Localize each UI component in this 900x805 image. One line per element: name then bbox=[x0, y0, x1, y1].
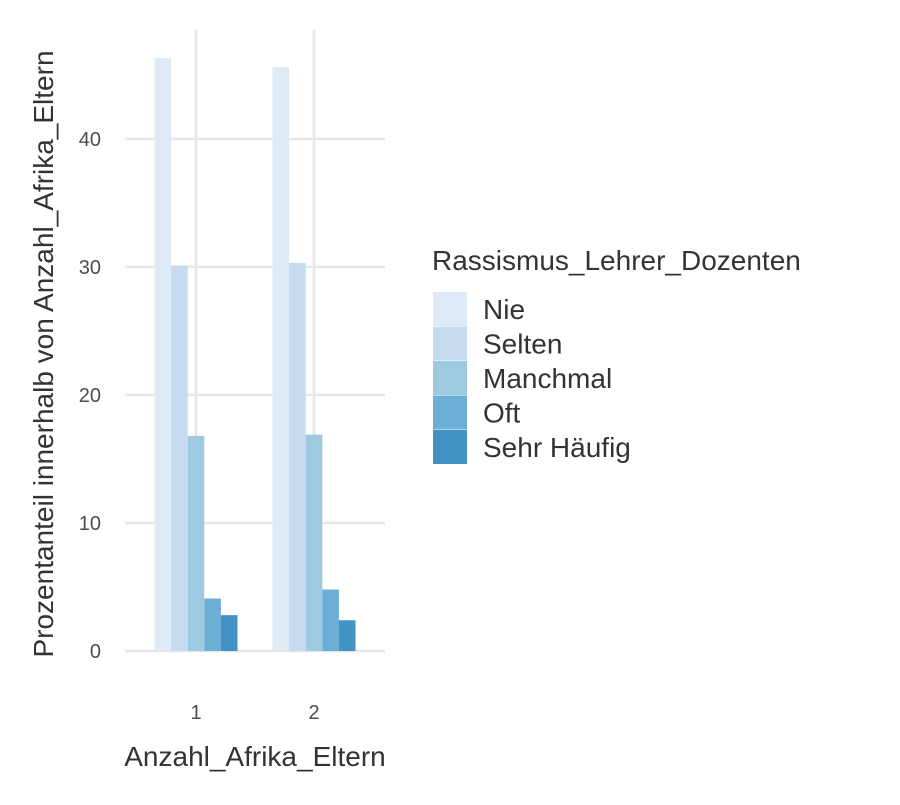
x-tick-label: 1 bbox=[190, 702, 201, 724]
legend-swatch bbox=[433, 430, 467, 464]
bar bbox=[204, 598, 221, 651]
legend-label: Nie bbox=[483, 294, 525, 325]
bar bbox=[338, 620, 356, 651]
bar bbox=[187, 435, 205, 651]
bar bbox=[220, 615, 238, 651]
bar bbox=[154, 58, 172, 652]
y-tick-label: 20 bbox=[79, 385, 101, 407]
legend-title: Rassismus_Lehrer_Dozenten bbox=[432, 245, 801, 276]
y-tick-label: 40 bbox=[79, 129, 101, 151]
legend-label: Manchmal bbox=[483, 363, 612, 394]
y-tick-label: 30 bbox=[79, 257, 101, 279]
legend-label: Selten bbox=[483, 329, 562, 360]
bar bbox=[305, 434, 323, 651]
legend-swatch bbox=[433, 326, 467, 361]
y-tick-label: 0 bbox=[90, 641, 101, 663]
bar bbox=[272, 67, 290, 651]
bar bbox=[171, 265, 188, 651]
legend-label: Oft bbox=[483, 398, 521, 429]
legend-swatch bbox=[433, 292, 467, 326]
bar bbox=[289, 263, 306, 651]
legend-swatch bbox=[433, 395, 467, 430]
tick-labels: 0 10 20 30 40 1 2 bbox=[79, 129, 320, 724]
bars bbox=[154, 58, 356, 652]
legend-swatch bbox=[433, 361, 467, 395]
x-axis-title: Anzahl_Afrika_Eltern bbox=[124, 741, 385, 772]
x-tick-label: 2 bbox=[308, 702, 319, 724]
y-axis-title: Prozentanteil innerhalb von Anzahl_Afrik… bbox=[28, 50, 59, 657]
legend: Rassismus_Lehrer_Dozenten Nie SeltenManch… bbox=[432, 245, 801, 464]
legend-label: Sehr Häufig bbox=[483, 432, 631, 463]
bar bbox=[322, 589, 339, 651]
y-tick-label: 10 bbox=[79, 513, 101, 535]
